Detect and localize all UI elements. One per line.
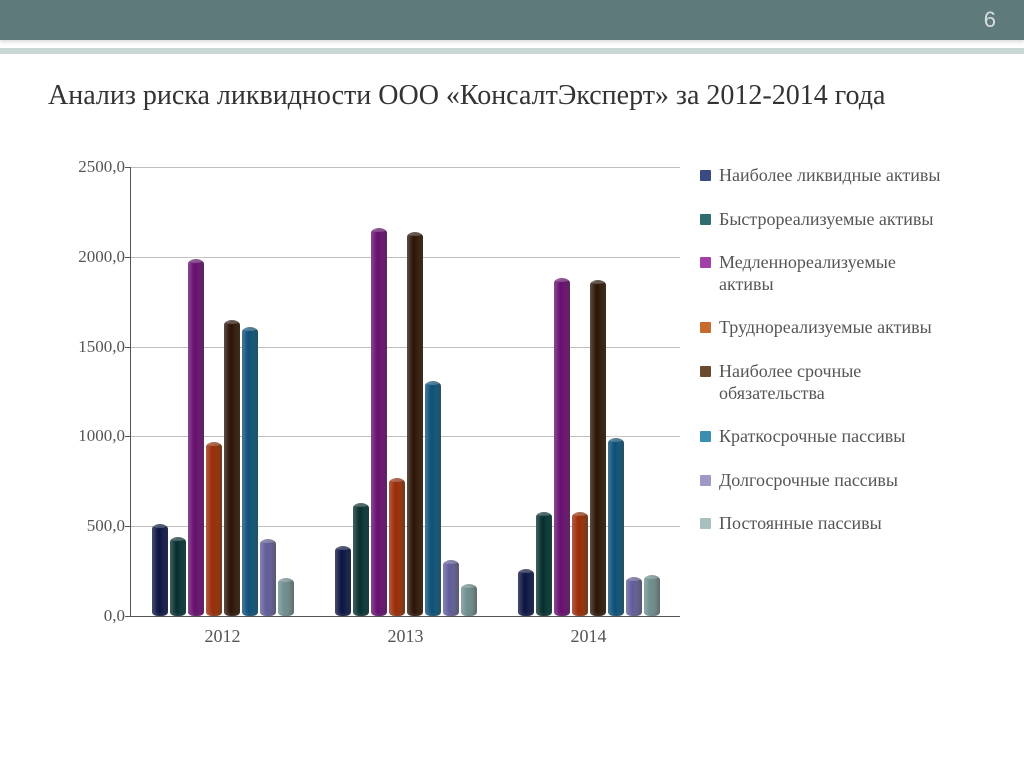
legend-item: Краткосрочные пассивы <box>700 426 984 448</box>
legend-swatch <box>700 257 711 268</box>
bar-group: 2013 <box>335 167 477 616</box>
legend-swatch <box>700 366 711 377</box>
y-tick-label: 500,0 <box>87 516 125 536</box>
bar <box>536 512 552 616</box>
bar <box>590 280 606 616</box>
legend-label: Краткосрочные пассивы <box>719 426 905 448</box>
y-tick-mark <box>125 616 131 617</box>
bar <box>572 512 588 616</box>
legend-label: Медленнореализуемые активы <box>719 252 949 295</box>
y-tick-label: 2500,0 <box>78 157 125 177</box>
bar <box>407 232 423 616</box>
bar <box>224 320 240 616</box>
legend-item: Долгосрочные пассивы <box>700 470 984 492</box>
bar-groups: 2012 2013 2014 <box>131 167 680 616</box>
bar <box>461 584 477 616</box>
bar-group: 2012 <box>152 167 294 616</box>
legend-item: Наиболее ликвидные активы <box>700 165 984 187</box>
bar <box>188 259 204 616</box>
legend-swatch <box>700 170 711 181</box>
legend-swatch <box>700 475 711 486</box>
legend-item: Быстрореализуемые активы <box>700 209 984 231</box>
bar <box>554 278 570 616</box>
legend-label: Труднореализуемые активы <box>719 317 932 339</box>
bar <box>170 537 186 616</box>
bar <box>389 478 405 616</box>
legend-item: Труднореализуемые активы <box>700 317 984 339</box>
legend-item: Медленнореализуемые активы <box>700 252 984 295</box>
legend-swatch <box>700 322 711 333</box>
x-tick-label: 2012 <box>205 626 241 647</box>
bar <box>152 524 168 616</box>
bar <box>278 578 294 616</box>
bar <box>260 539 276 616</box>
bar <box>518 569 534 616</box>
legend-item: Постоянные пассивы <box>700 513 984 535</box>
y-tick-label: 1500,0 <box>78 337 125 357</box>
bar <box>608 438 624 616</box>
x-tick-label: 2014 <box>571 626 607 647</box>
y-tick-label: 2000,0 <box>78 247 125 267</box>
bar <box>242 327 258 616</box>
bar <box>626 577 642 617</box>
bar-chart: 0,0 500,0 1000,0 1500,0 2000,0 2500,0 2012 2013… <box>40 137 690 677</box>
bar <box>353 503 369 616</box>
legend-swatch <box>700 518 711 529</box>
slide-topbar: 6 <box>0 0 1024 40</box>
x-tick-label: 2013 <box>388 626 424 647</box>
legend-swatch <box>700 431 711 442</box>
y-tick-label: 1000,0 <box>78 426 125 446</box>
bar <box>425 381 441 616</box>
y-tick-label: 0,0 <box>104 606 125 626</box>
legend-label: Постоянные пассивы <box>719 513 882 535</box>
legend-label: Быстрореализуемые активы <box>719 209 934 231</box>
bar <box>443 560 459 616</box>
bar <box>206 442 222 616</box>
legend: Наиболее ликвидные активы Быстрореализуем… <box>690 117 984 697</box>
legend-label: Долгосрочные пассивы <box>719 470 898 492</box>
legend-swatch <box>700 214 711 225</box>
bar <box>371 228 387 616</box>
legend-label: Наиболее ликвидные активы <box>719 165 940 187</box>
bar <box>335 546 351 616</box>
bar <box>644 575 660 616</box>
legend-item: Наиболее срочные обязательства <box>700 361 984 404</box>
bar-group: 2014 <box>518 167 660 616</box>
content-row: 0,0 500,0 1000,0 1500,0 2000,0 2500,0 2012 2013… <box>0 117 1024 697</box>
slide-title: Анализ риска ликвидности ООО «КонсалтЭкс… <box>0 54 1024 117</box>
legend-label: Наиболее срочные обязательства <box>719 361 949 404</box>
page-number: 6 <box>984 7 996 33</box>
